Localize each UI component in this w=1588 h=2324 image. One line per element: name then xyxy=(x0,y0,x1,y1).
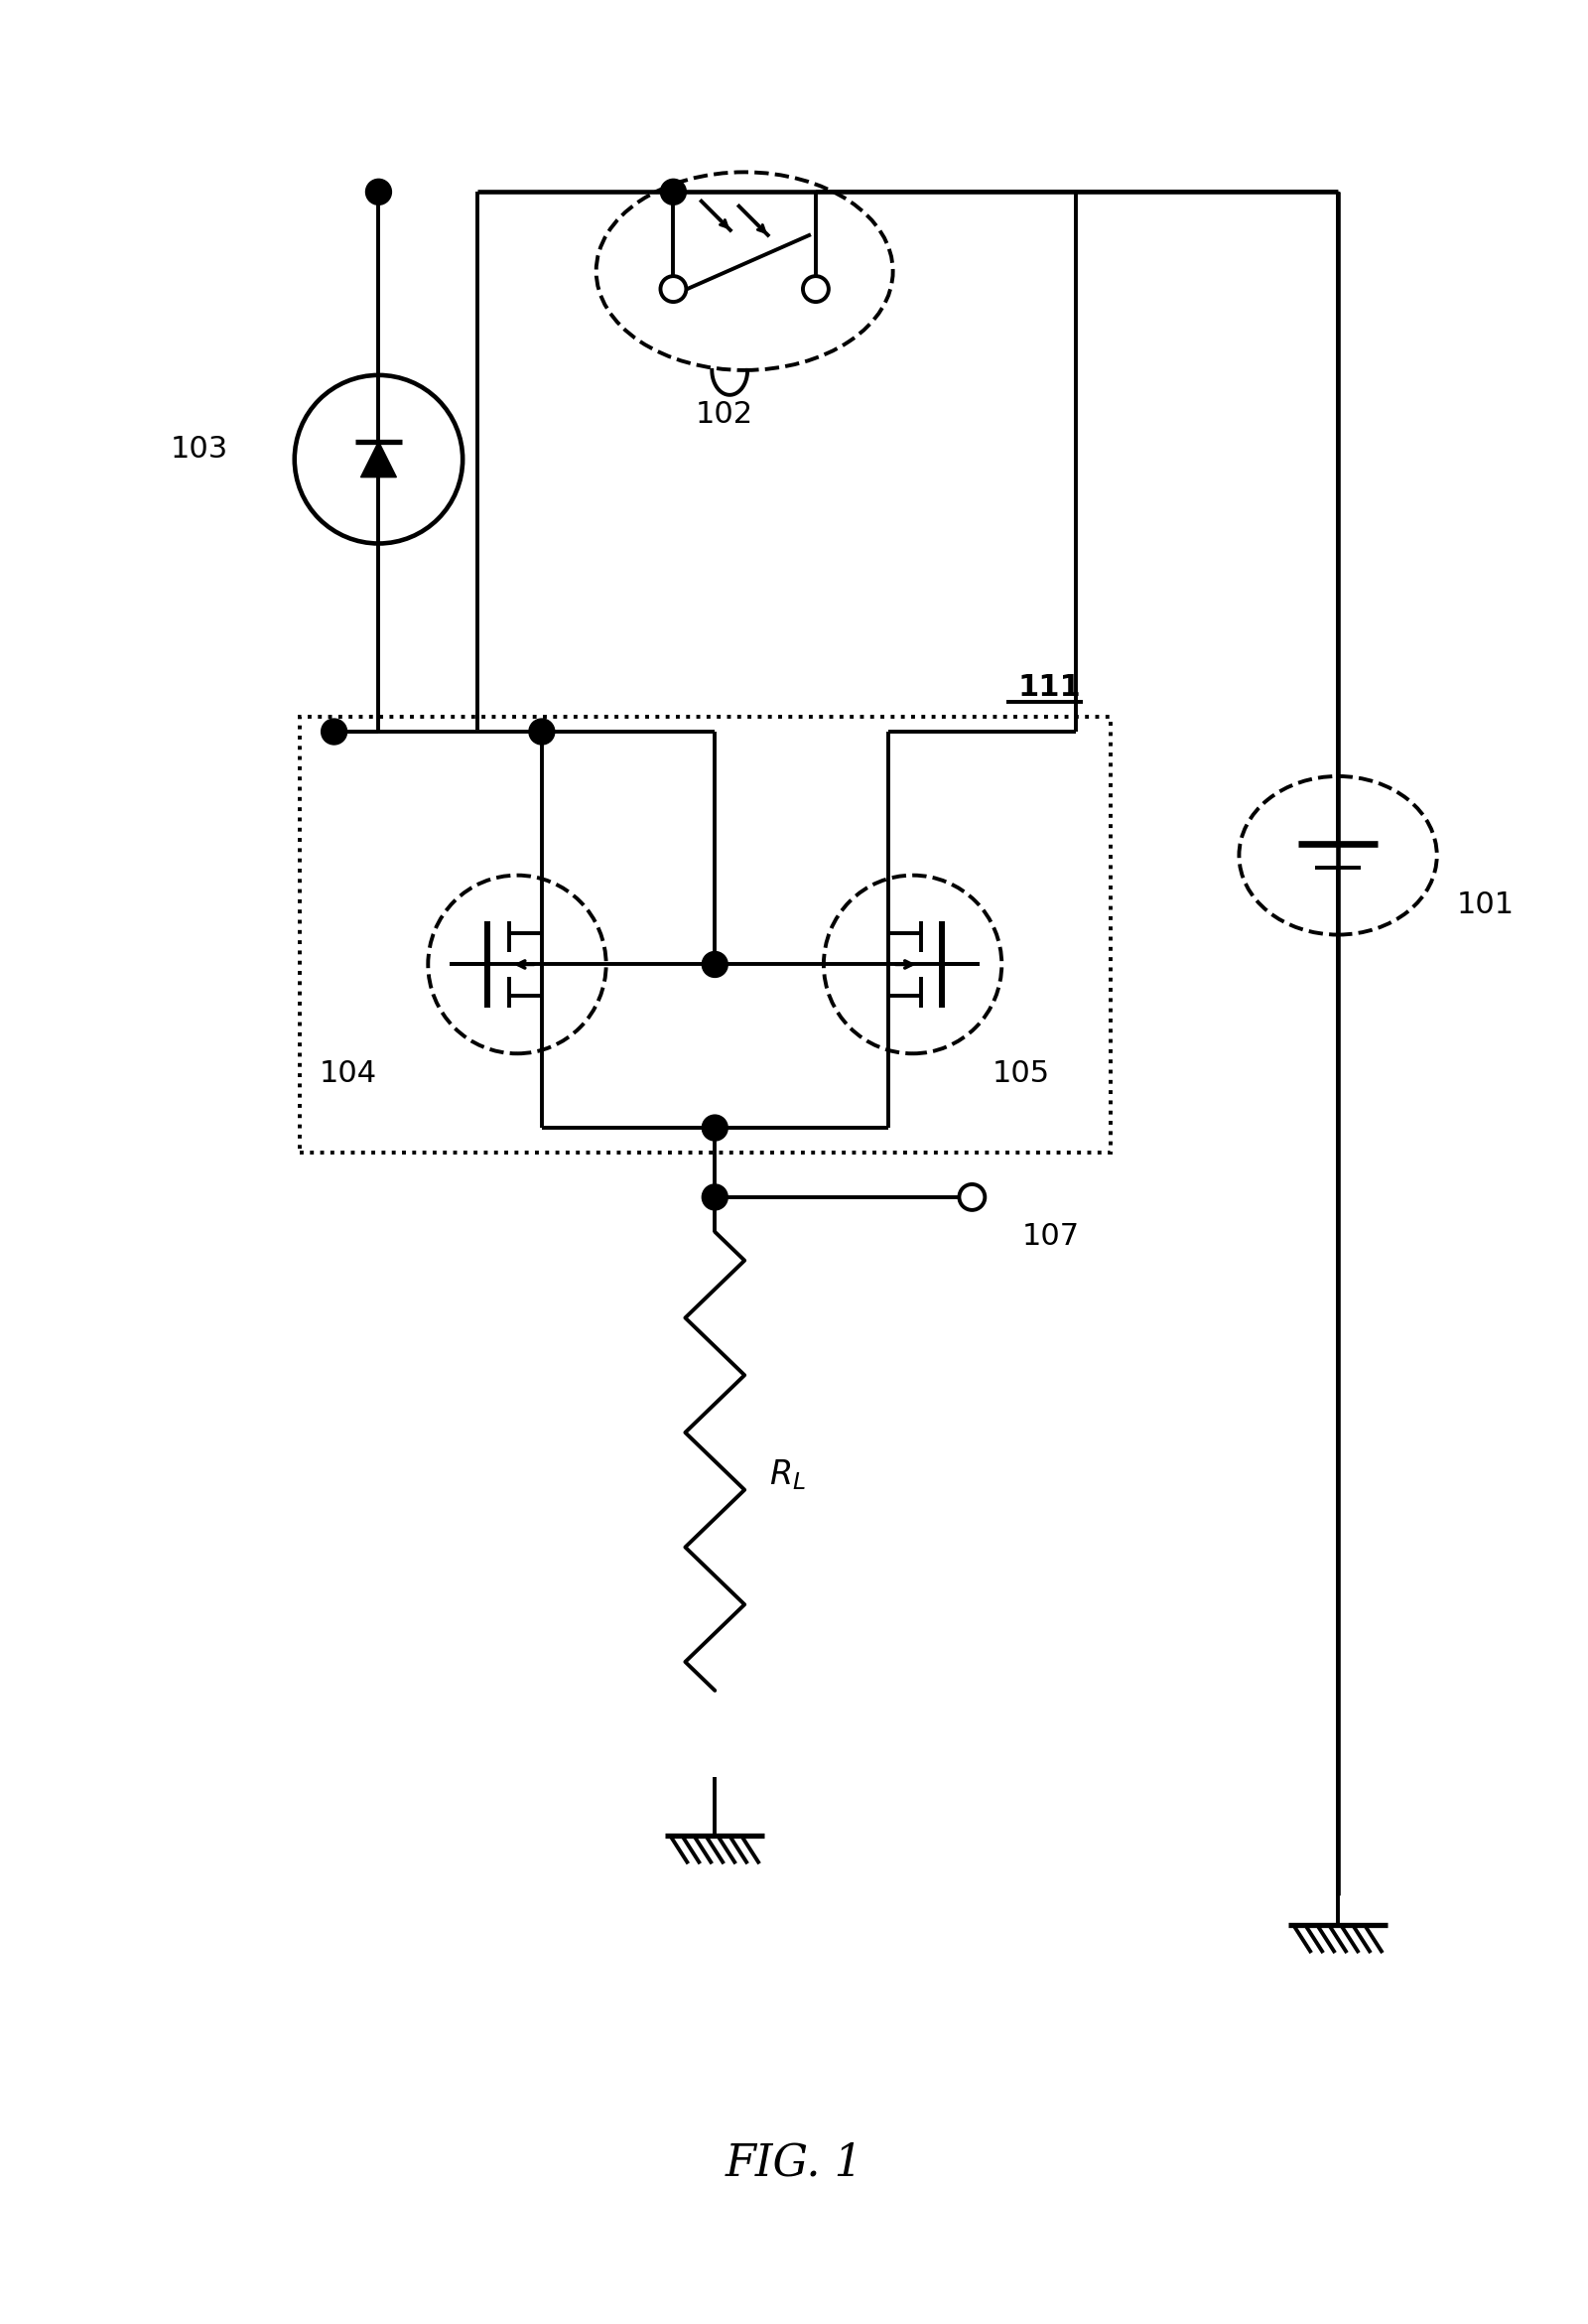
Circle shape xyxy=(804,277,829,302)
Circle shape xyxy=(661,179,686,205)
Circle shape xyxy=(529,718,554,744)
Text: 105: 105 xyxy=(992,1060,1050,1088)
Circle shape xyxy=(702,1116,727,1141)
Circle shape xyxy=(702,951,727,978)
Text: $R_L$: $R_L$ xyxy=(769,1457,805,1492)
Circle shape xyxy=(321,718,346,744)
Text: FIG. 1: FIG. 1 xyxy=(726,2140,862,2185)
Polygon shape xyxy=(360,442,397,476)
Text: 111: 111 xyxy=(1018,674,1081,702)
Circle shape xyxy=(702,1185,727,1211)
Text: 101: 101 xyxy=(1456,890,1515,920)
Text: 102: 102 xyxy=(696,400,754,430)
Bar xyxy=(300,716,1110,1153)
Text: 104: 104 xyxy=(319,1060,376,1088)
Circle shape xyxy=(661,277,686,302)
Circle shape xyxy=(365,179,392,205)
Text: 107: 107 xyxy=(1021,1222,1080,1250)
Text: 103: 103 xyxy=(172,435,229,465)
Circle shape xyxy=(959,1185,985,1211)
